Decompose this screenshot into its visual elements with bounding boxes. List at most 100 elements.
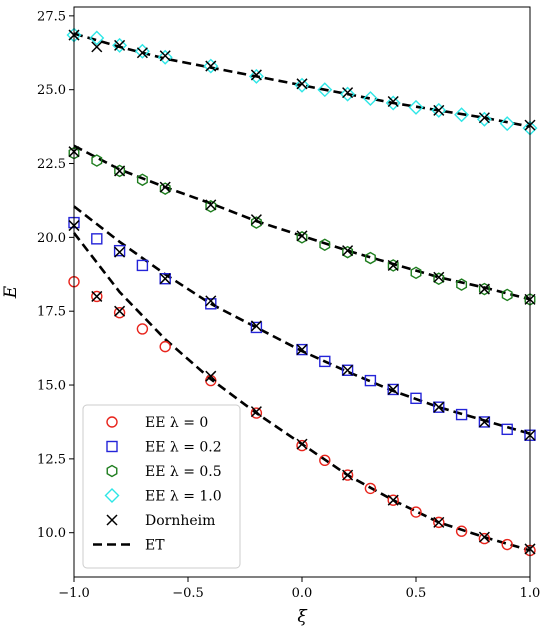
series-square	[68, 216, 536, 441]
x-point	[250, 69, 262, 81]
hexagon-point	[364, 251, 376, 265]
x-point	[387, 383, 399, 395]
diamond-point	[134, 43, 150, 59]
diamond-point	[157, 49, 173, 65]
legend-item: ET	[93, 538, 165, 554]
legend-diamond-swatch	[104, 488, 120, 503]
x-tick-label: −1.0	[58, 586, 90, 601]
diamond-point	[317, 82, 333, 98]
x-point	[387, 494, 399, 506]
hexagon-point	[319, 238, 331, 252]
hexagon-point	[136, 173, 148, 187]
x-tick-label: 1.0	[520, 586, 541, 601]
square-point	[410, 392, 422, 405]
y-tick-label: 27.5	[37, 9, 66, 24]
x-point	[342, 87, 354, 99]
hexagon-point	[114, 164, 126, 178]
x-point	[342, 364, 354, 376]
et-line-3	[73, 205, 531, 436]
legend-hexagon-swatch	[106, 464, 118, 478]
square-point	[250, 321, 263, 334]
x-point	[159, 181, 171, 193]
diamond-point	[112, 37, 128, 53]
square-point	[159, 273, 171, 285]
y-tick-label: 10.0	[37, 526, 66, 541]
x-point	[478, 531, 490, 543]
circle-point	[501, 538, 513, 551]
legend-item: Dornheim	[106, 513, 215, 529]
y-axis-label: E	[1, 285, 21, 299]
y-tick-label: 20.0	[37, 231, 66, 246]
square-point	[113, 244, 126, 257]
x-point	[159, 50, 171, 62]
x-point	[114, 246, 126, 258]
legend-label: Dornheim	[145, 513, 215, 529]
diamond-point	[203, 58, 219, 74]
x-point	[433, 516, 445, 528]
circle-point	[387, 494, 399, 506]
diamond-point	[454, 107, 470, 123]
circle-point	[136, 323, 149, 335]
legend-x-swatch	[106, 514, 118, 526]
x-point	[205, 295, 217, 307]
square-point	[91, 233, 103, 245]
circle-point	[410, 506, 422, 518]
diamond-point	[408, 99, 424, 115]
x-point	[159, 273, 171, 285]
x-point	[478, 416, 490, 428]
hexagon-point	[387, 259, 399, 272]
et-line-2	[73, 144, 531, 301]
x-point	[91, 41, 103, 53]
y-tick-label: 17.5	[37, 305, 66, 320]
circle-point	[478, 532, 491, 545]
y-tick-label: 15.0	[37, 379, 66, 394]
legend-label: EE λ = 0.5	[145, 464, 222, 480]
legend-item: EE λ = 0.2	[106, 440, 222, 456]
hexagon-point	[501, 288, 513, 302]
x-axis: −1.0 −0.5 0.0 0.5 1.0	[58, 577, 540, 601]
hexagon-point	[410, 266, 422, 280]
square-point	[205, 298, 217, 310]
y-axis: 10.0 12.5 15.0 17.5 20.0 22.5 25.0 27.5	[37, 9, 74, 541]
x-point	[114, 305, 126, 317]
x-point	[136, 47, 148, 59]
x-point	[433, 401, 445, 413]
x-point	[91, 290, 103, 302]
series-circle	[68, 275, 536, 557]
legend-item: EE λ = 0	[106, 415, 208, 431]
circle-point	[364, 482, 377, 495]
x-tick-label: −0.5	[172, 586, 204, 601]
circle-point	[159, 340, 171, 353]
legend-label: EE λ = 0	[145, 415, 208, 431]
markers-layer	[66, 27, 538, 557]
square-point	[501, 423, 513, 436]
legend-label: ET	[145, 538, 165, 554]
circle-point	[319, 454, 331, 467]
x-point	[296, 230, 308, 242]
circle-point	[91, 290, 103, 303]
x-point	[296, 78, 308, 90]
x-point	[478, 283, 490, 295]
x-tick-label: 0.5	[406, 586, 427, 601]
diamond-point	[431, 102, 447, 118]
legend-square-swatch	[106, 440, 118, 453]
square-point	[341, 364, 354, 376]
x-axis-label: ξ	[297, 607, 308, 627]
legend-item: EE λ = 0.5	[106, 464, 222, 480]
x-point	[342, 469, 354, 481]
circle-point	[113, 306, 126, 319]
circle-point	[250, 407, 263, 419]
x-point	[296, 438, 308, 450]
et-line-1	[73, 32, 531, 128]
y-tick-label: 25.0	[37, 83, 66, 98]
x-point	[205, 199, 217, 211]
series-diamond	[66, 27, 538, 136]
x-point	[250, 214, 262, 226]
x-point	[114, 165, 126, 177]
circle-point	[433, 516, 445, 529]
diamond-point	[89, 30, 105, 46]
x-point	[478, 112, 490, 124]
x-point	[387, 259, 399, 271]
hexagon-point	[250, 216, 262, 229]
